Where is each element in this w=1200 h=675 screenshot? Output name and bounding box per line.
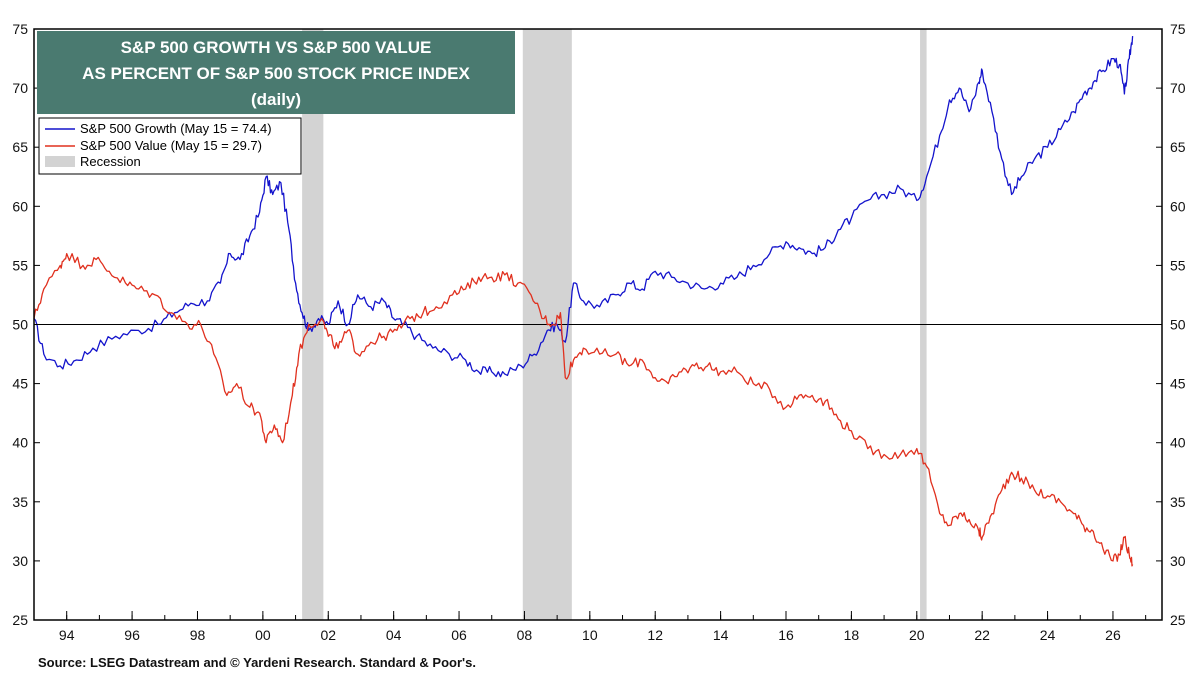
x-tick-label: 18	[844, 627, 860, 643]
y-tick-label-right: 45	[1170, 376, 1186, 392]
y-tick-label-right: 30	[1170, 553, 1186, 569]
x-tick-label: 02	[320, 627, 336, 643]
chart-title-line-3: (daily)	[251, 90, 301, 109]
x-tick-label: 26	[1105, 627, 1121, 643]
y-tick-label-left: 60	[12, 198, 28, 214]
y-tick-label-left: 45	[12, 376, 28, 392]
y-tick-label-left: 75	[12, 21, 28, 37]
y-tick-label-left: 50	[12, 317, 28, 333]
series-lines	[33, 36, 1134, 567]
legend: S&P 500 Growth (May 15 = 74.4) S&P 500 V…	[38, 117, 302, 175]
y-tick-label-right: 55	[1170, 257, 1186, 273]
x-tick-label: 94	[59, 627, 75, 643]
legend-label-recession: Recession	[80, 154, 141, 169]
x-tick-label: 08	[517, 627, 533, 643]
y-tick-label-left: 40	[12, 435, 28, 451]
y-tick-label-left: 55	[12, 257, 28, 273]
x-tick-label: 06	[451, 627, 467, 643]
x-tick-label: 24	[1040, 627, 1056, 643]
x-tick-label: 16	[778, 627, 794, 643]
chart-title-line-1: S&P 500 GROWTH VS S&P 500 VALUE	[121, 38, 432, 57]
y-tick-label-left: 35	[12, 494, 28, 510]
x-tick-label: 96	[124, 627, 140, 643]
x-tick-label: 20	[909, 627, 925, 643]
x-tick-label: 04	[386, 627, 402, 643]
y-tick-label-left: 30	[12, 553, 28, 569]
x-tick-label: 10	[582, 627, 598, 643]
x-tick-label: 14	[713, 627, 729, 643]
x-tick-label: 12	[647, 627, 663, 643]
y-tick-label-right: 60	[1170, 198, 1186, 214]
y-tick-label-right: 25	[1170, 612, 1186, 628]
series-line-growth	[33, 36, 1134, 378]
y-tick-label-right: 75	[1170, 21, 1186, 37]
x-tick-label: 00	[255, 627, 271, 643]
chart-title-box: S&P 500 GROWTH VS S&P 500 VALUE AS PERCE…	[37, 31, 515, 114]
y-tick-label-right: 40	[1170, 435, 1186, 451]
source-note: Source: LSEG Datastream and © Yardeni Re…	[38, 655, 476, 670]
legend-label-value: S&P 500 Value (May 15 = 29.7)	[80, 138, 262, 153]
y-tick-label-left: 70	[12, 80, 28, 96]
x-tick-label: 22	[974, 627, 990, 643]
chart-title-line-2: AS PERCENT OF S&P 500 STOCK PRICE INDEX	[82, 64, 470, 83]
legend-swatch-recession	[45, 156, 75, 167]
y-tick-label-right: 50	[1170, 317, 1186, 333]
y-tick-label-right: 70	[1170, 80, 1186, 96]
y-tick-label-left: 65	[12, 139, 28, 155]
y-tick-label-right: 65	[1170, 139, 1186, 155]
y-tick-label-right: 35	[1170, 494, 1186, 510]
legend-label-growth: S&P 500 Growth (May 15 = 74.4)	[80, 121, 272, 136]
legend-box	[38, 117, 302, 175]
axis-ticks: 25 25 30 30 35 35 40 40 45 45 50 50 55 55 60 60 65 65 70 70…	[12, 21, 1185, 643]
x-tick-label: 98	[190, 627, 206, 643]
y-tick-label-left: 25	[12, 612, 28, 628]
series-line-value	[33, 252, 1134, 567]
chart-title-background	[37, 31, 515, 114]
